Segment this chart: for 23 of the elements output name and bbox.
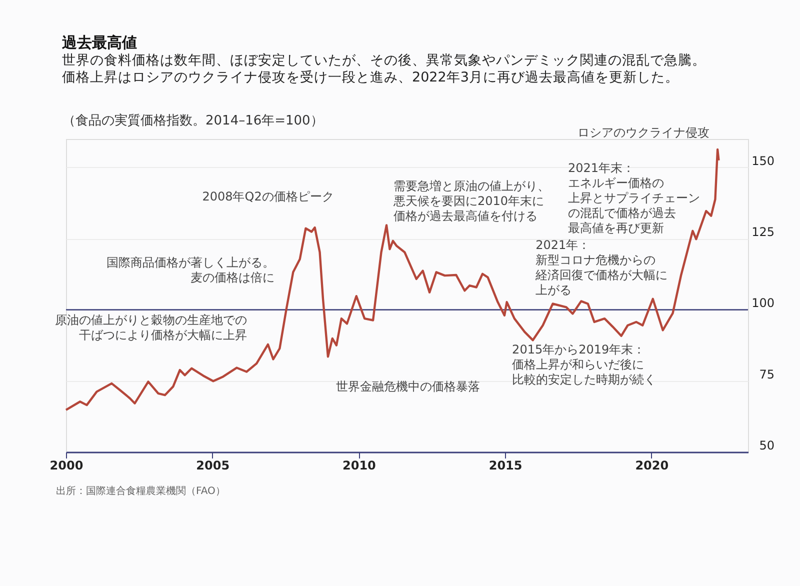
x-tick-label: 2000	[50, 458, 84, 472]
annotation: 需要急増と原油の値上がり、悪天候を要因に2010年末に価格が過去最高値を付ける	[392, 179, 550, 224]
annotation: 2021年末：エネルギー価格の上昇とサプライチェーンの混乱で価格が過去最高値を再び更新	[568, 160, 700, 235]
x-tick-label: 2005	[196, 458, 230, 472]
y-tick-label: 75	[759, 367, 774, 382]
annotation: 世界金融危機中の価格暴落	[336, 380, 480, 394]
y-tick-label: 100	[752, 296, 774, 310]
annotation: ロシアのウクライナ侵攻	[578, 125, 710, 140]
chart-title: 過去最高値	[61, 34, 137, 52]
annotation: 2008年Q2の価格ピーク	[202, 189, 334, 204]
annotation: 国際商品価格が著しく上がる。麦の価格は倍に	[106, 256, 274, 285]
y-tick-label: 125	[752, 225, 774, 240]
annotation: 原油の値上がりと穀物の生産地での干ばつにより価格が大幅に上昇	[55, 312, 248, 342]
x-tick-label: 2015	[488, 458, 522, 472]
text: 出所：国際連合食糧農業機関（FAO）	[56, 485, 226, 497]
x-tick-label: 2010	[342, 458, 376, 472]
annotation: 2015年から2019年末：価格上昇が和らいだ後に比較的安定した時期が続く	[512, 342, 656, 386]
x-tick-label: 2020	[635, 458, 669, 472]
y-tick-label: 50	[759, 438, 774, 452]
y-axis-title: （食品の実質価格指数。2014–16年=100）	[62, 112, 324, 128]
chart-subtitle: 世界の食料価格は数年間、ほぼ安定していたが、その後、異常気象やパンデミック関連の混乱で急騰。価格上昇はロシアのウクライナ侵攻を受け一段と進み、2022年3月に再び過去最高値を更新した。	[62, 52, 706, 86]
annotation: 2021年：新型コロナ危機からの経済回復で価格が大幅に上がる	[534, 238, 668, 297]
y-tick-label: 150	[752, 154, 774, 168]
